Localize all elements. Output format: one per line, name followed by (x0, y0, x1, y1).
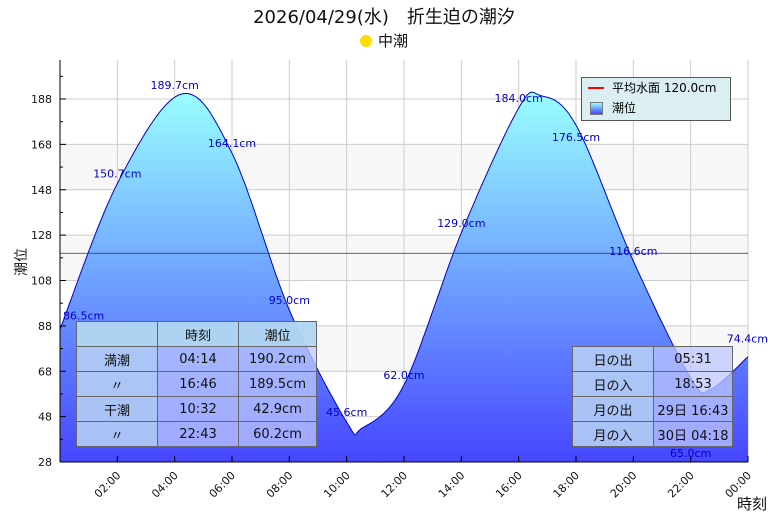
data-label: 74.4cm (727, 333, 768, 346)
x-tick-label: 12:00 (379, 469, 411, 501)
table-row: 日の入 18:53 (572, 371, 733, 397)
tide-area-icon (590, 102, 603, 115)
x-tick-label: 10:00 (321, 469, 353, 501)
x-tick-label: 14:00 (436, 469, 468, 501)
tide-line (59, 91, 749, 436)
level-cell: 60.2cm (238, 421, 317, 447)
high-low-table: 時刻 潮位 満潮 04:14 190.2cm 〃 16:46 189.5cm 干潮 10:… (76, 321, 317, 447)
x-tick-label: 02:00 (92, 469, 124, 501)
row-label: 日の出 (572, 346, 654, 372)
header-cell (76, 321, 158, 347)
level-cell: 42.9cm (238, 396, 317, 422)
time-cell: 22:43 (157, 421, 239, 447)
legend-mean-label: 平均水面 120.0cm (612, 81, 717, 95)
time-cell: 05:31 (653, 346, 733, 372)
x-tick-label: 06:00 (207, 469, 239, 501)
y-tick-label: 188 (31, 93, 52, 106)
level-cell: 189.5cm (238, 371, 317, 397)
time-cell: 18:53 (653, 371, 733, 397)
row-label: 日の入 (572, 371, 654, 397)
data-label: 45.6cm (326, 406, 367, 419)
data-label: 150.7cm (93, 168, 141, 181)
y-tick-label: 48 (38, 411, 52, 424)
y-tick-label: 28 (38, 456, 52, 469)
table-row: 日の出 05:31 (572, 346, 733, 372)
row-label: 月の入 (572, 421, 654, 447)
sun-moon-table: 日の出 05:31 日の入 18:53 月の出 29日 16:43 月の入 30日 04… (572, 346, 733, 447)
data-label: 65.0cm (670, 447, 711, 460)
mean-line-icon (588, 87, 604, 89)
x-tick-label: 08:00 (264, 469, 296, 501)
data-label: 116.6cm (609, 245, 657, 258)
x-tick-label: 16:00 (493, 469, 525, 501)
y-tick-label: 128 (31, 229, 52, 242)
x-tick-label: 22:00 (665, 469, 697, 501)
data-label: 189.7cm (151, 79, 199, 92)
y-tick-label: 168 (31, 138, 52, 151)
time-cell: 30日 04:18 (653, 421, 733, 447)
data-label: 176.5cm (552, 131, 600, 144)
x-tick-label: 20:00 (608, 469, 640, 501)
y-tick-label: 88 (38, 320, 52, 333)
row-label: 〃 (76, 421, 158, 447)
row-label: 月の出 (572, 396, 654, 422)
time-cell: 10:32 (157, 396, 239, 422)
y-tick-label: 68 (38, 365, 52, 378)
moon-phase-icon (359, 35, 372, 47)
legend: 平均水面 120.0cm 潮位 (581, 77, 731, 121)
header-cell: 時刻 (157, 321, 239, 347)
y-tick-label: 148 (31, 184, 52, 197)
table-row: 干潮 10:32 42.9cm (76, 396, 317, 422)
x-tick-label: 18:00 (551, 469, 583, 501)
level-cell: 190.2cm (238, 346, 317, 372)
header-cell: 潮位 (238, 321, 317, 347)
table-row: 月の出 29日 16:43 (572, 396, 733, 422)
chart-title: 2026/04/29(水) 折生迫の潮汐 (253, 7, 515, 28)
data-label: 184.0cm (495, 92, 543, 105)
tide-type: 中潮 (0, 30, 768, 51)
y-axis-label: 潮位 (14, 248, 30, 276)
x-tick-label: 04:00 (149, 469, 181, 501)
legend-mean: 平均水面 120.0cm (582, 78, 730, 98)
time-cell: 29日 16:43 (653, 396, 733, 422)
data-label: 62.0cm (383, 369, 424, 382)
legend-tide-label: 潮位 (612, 101, 637, 115)
table-row: 〃 22:43 60.2cm (76, 421, 317, 447)
data-label: 129.0cm (437, 217, 485, 230)
table-row: 月の入 30日 04:18 (572, 421, 733, 447)
table-row: 〃 16:46 189.5cm (76, 371, 317, 397)
row-label: 満潮 (76, 346, 158, 372)
table-header: 時刻 潮位 (76, 321, 317, 347)
data-label: 164.1cm (208, 137, 256, 150)
x-axis-label: 時刻 (737, 495, 767, 512)
y-tick-label: 108 (31, 275, 52, 288)
tide-type-label: 中潮 (377, 32, 408, 50)
data-label: 86.5cm (63, 309, 104, 322)
table-row: 満潮 04:14 190.2cm (76, 346, 317, 372)
time-cell: 04:14 (157, 346, 239, 372)
time-cell: 16:46 (157, 371, 239, 397)
legend-tide: 潮位 (582, 98, 730, 118)
row-label: 〃 (76, 371, 158, 397)
row-label: 干潮 (76, 396, 158, 422)
data-label: 95.0cm (269, 294, 310, 307)
